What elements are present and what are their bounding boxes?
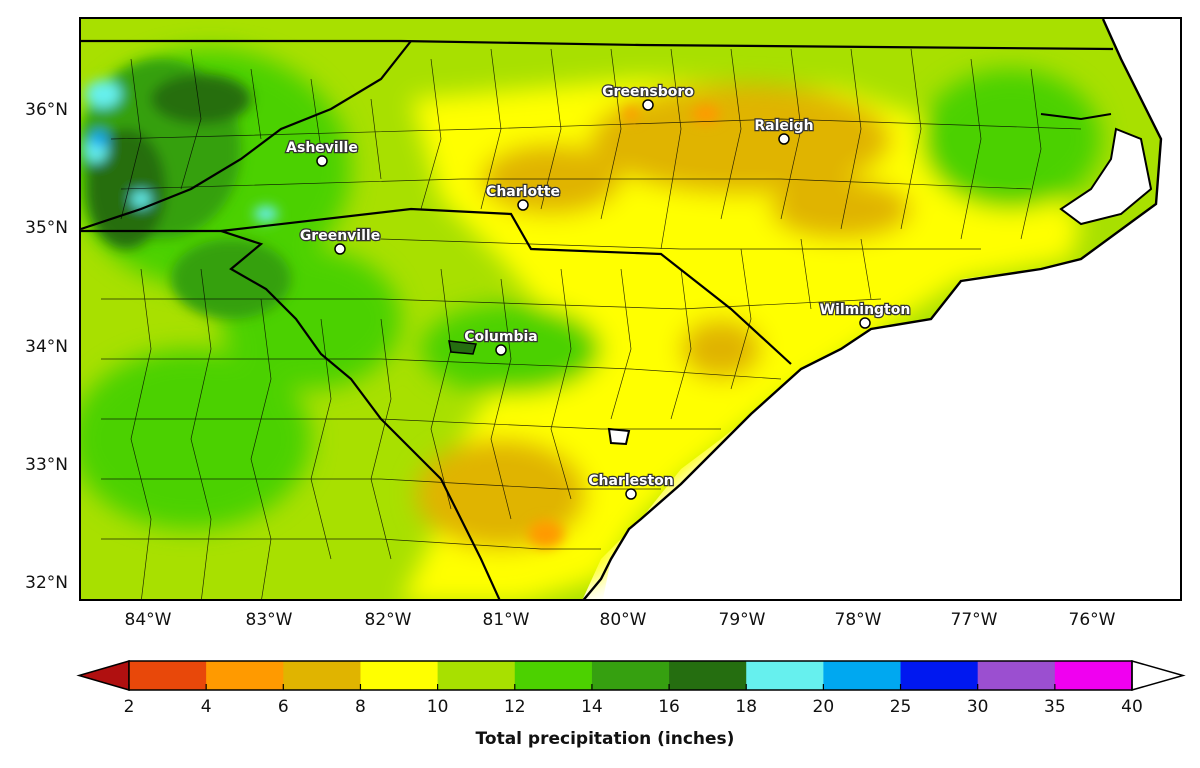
colorbar-tick-label: 4	[200, 697, 212, 717]
colorbar-segment	[977, 661, 1056, 690]
precipitation-field	[81, 19, 1161, 599]
zone-6-8-east	[771, 179, 911, 239]
city-marker-wilmington	[859, 317, 871, 329]
colorbar-tick-label: 20	[812, 697, 835, 717]
colorbar-segment	[1054, 661, 1133, 690]
zone-12-14-southwest	[81, 349, 311, 529]
city-label-asheville: Asheville	[286, 140, 358, 156]
zone-12-14-midlands	[421, 304, 601, 394]
zone-20-25-spot	[90, 130, 108, 148]
zone-12-14-northeast	[921, 69, 1101, 209]
zone-4-6-piedmont	[692, 105, 720, 123]
colorbar-title: Total precipitation (inches)	[475, 729, 735, 749]
colorbar-over-arrow	[1131, 660, 1186, 691]
colorbar-segment	[283, 661, 361, 690]
city-markers: Greensboro Raleigh Asheville Charlotte Green…	[285, 83, 912, 500]
county-boundaries	[101, 48, 1082, 599]
zone-16-18-ridge	[151, 74, 251, 124]
lat-label-35: 35°N	[25, 218, 68, 238]
lat-label-32: 32°N	[25, 573, 68, 593]
city-label-wilmington: Wilmington	[820, 302, 911, 318]
colorbar-tick-label: 6	[277, 697, 289, 717]
lake-murray	[448, 340, 477, 355]
va-nc-border	[81, 39, 1114, 51]
colorbar-tick-label: 8	[355, 697, 366, 717]
lon-label-77: 77°W	[950, 610, 998, 630]
lon-label-81: 81°W	[482, 610, 530, 630]
colorbar-tick-label: 35	[1044, 697, 1066, 717]
colorbar-tick-label: 12	[503, 697, 526, 717]
colorbar-tick-label: 40	[1121, 697, 1143, 717]
colorbar-segment	[206, 661, 284, 690]
lat-label-33: 33°N	[25, 455, 68, 475]
colorbar-tick-label: 16	[658, 697, 680, 717]
city-label-raleigh: Raleigh	[754, 118, 813, 134]
colorbar-segment	[514, 661, 593, 690]
lon-label-84: 84°W	[124, 610, 172, 630]
colorbar-segment	[900, 661, 979, 690]
zone-18-20-spot-a	[85, 80, 121, 108]
city-marker-asheville	[316, 155, 328, 167]
city-label-charlotte: Charlotte	[486, 184, 560, 200]
lon-label-76: 76°W	[1068, 610, 1116, 630]
colorbar-segment	[360, 661, 439, 690]
colorbar-segment	[823, 661, 902, 690]
atlantic-ocean	[603, 19, 1180, 599]
colorbar-tick-label: 14	[581, 697, 603, 717]
city-marker-columbia	[495, 344, 507, 356]
sc-ga-border	[81, 229, 501, 599]
colorbar-segment	[437, 661, 516, 690]
nc-sc-border	[220, 207, 792, 365]
city-marker-greenville	[334, 243, 346, 255]
city-label-greenville: Greenville	[300, 228, 380, 244]
colorbar-segment	[746, 661, 824, 690]
city-label-charleston: Charleston	[588, 473, 674, 489]
zone-18-20-spot-d	[131, 191, 151, 207]
colorbar	[76, 660, 1186, 691]
lon-label-82: 82°W	[364, 610, 412, 630]
lon-label-78: 78°W	[834, 610, 882, 630]
lon-label-83: 83°W	[245, 610, 293, 630]
map-panel: Greensboro Raleigh Asheville Charlotte Green…	[79, 17, 1182, 601]
city-marker-charleston	[625, 488, 637, 500]
zone-18-20-spot-c	[254, 206, 278, 222]
lat-label-34: 34°N	[25, 337, 68, 357]
colorbar-tick-label: 10	[426, 697, 449, 717]
zone-4-6-coast	[528, 520, 564, 548]
colorbar-tick-label: 25	[889, 697, 912, 717]
coastline	[582, 19, 1163, 599]
lat-label-36: 36°N	[25, 100, 68, 120]
zone-6-8-piedmont	[591, 84, 891, 194]
colorbar-segment	[591, 661, 670, 690]
nc-tn-border	[81, 40, 412, 231]
zone-4-6-greensboro	[623, 107, 639, 121]
city-marker-raleigh	[778, 133, 790, 145]
city-label-greensboro: Greensboro	[602, 84, 694, 100]
lon-label-79: 79°W	[718, 610, 766, 630]
zone-6-8-sandhills	[681, 319, 761, 379]
city-marker-greensboro	[642, 99, 654, 111]
precipitation-map: Greensboro Raleigh Asheville Charlotte Green…	[81, 19, 1180, 599]
city-marker-charlotte	[517, 199, 529, 211]
colorbar-tick-label: 2	[123, 697, 135, 717]
pamlico-sound	[1059, 127, 1153, 226]
colorbar-segment	[129, 661, 207, 690]
albemarle-sound	[1040, 113, 1112, 121]
lake-marion	[607, 427, 631, 446]
colorbar-tick-label: 18	[735, 697, 758, 717]
lon-label-80: 80°W	[599, 610, 647, 630]
colorbar-border	[128, 660, 1133, 691]
colorbar-under-arrow	[76, 660, 130, 691]
colorbar-segment	[669, 661, 747, 690]
colorbar-tick-label: 30	[966, 697, 989, 717]
city-label-columbia: Columbia	[464, 329, 538, 345]
